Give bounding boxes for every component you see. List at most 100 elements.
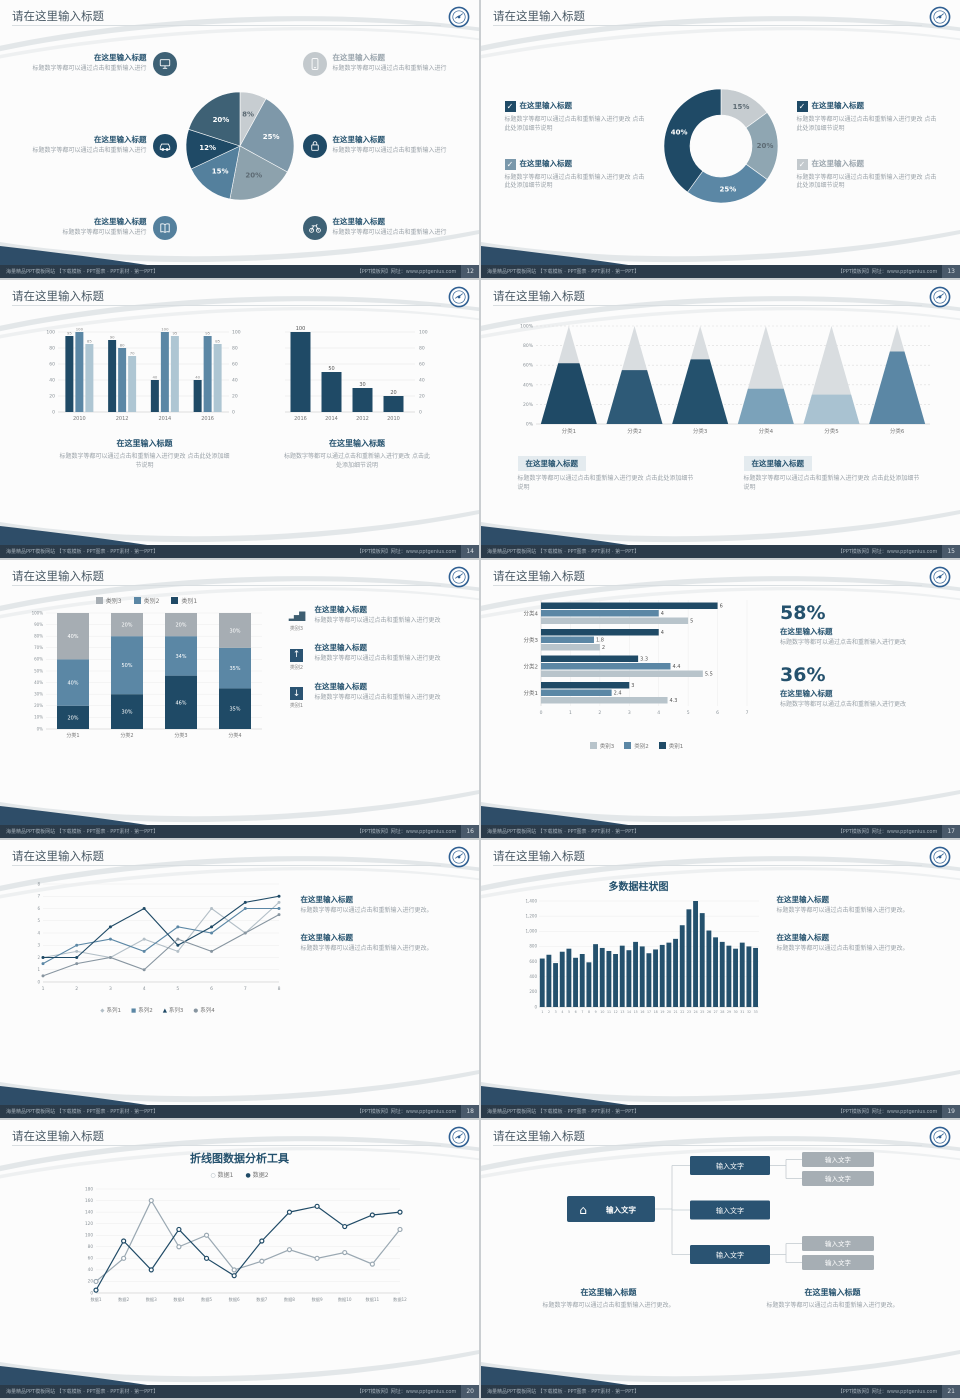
stacked-bar-chart: 0% 10% 20% 30% 40% 50% 60% 70% 80% 90% 100% 20% 40% 4…: [31, 610, 262, 739]
svg-text:分类3: 分类3: [524, 636, 539, 644]
svg-text:分类4: 分类4: [524, 609, 539, 617]
svg-text:35%: 35%: [229, 707, 240, 713]
svg-text:30: 30: [359, 382, 365, 388]
stat-block: 58% 在这里输入标题 标题数字等都可以通过点击和重新输入进行更改: [780, 602, 932, 648]
svg-text:分类4: 分类4: [758, 427, 773, 435]
svg-text:32: 32: [746, 1010, 750, 1014]
svg-text:1: 1: [41, 986, 44, 992]
item-title: 在这里输入标题: [780, 688, 833, 698]
footer-site-text: 海量精品PPT模板网站 【下载模板 · PPT图表 · PPT素材 · 第一PP…: [6, 1389, 159, 1395]
svg-text:20%: 20%: [175, 623, 186, 629]
svg-text:7: 7: [581, 1010, 583, 1014]
school-seal-logo: [448, 846, 470, 868]
legend-item: 类别3: [95, 596, 122, 605]
svg-text:40: 40: [232, 378, 238, 384]
school-seal-logo: [448, 286, 470, 308]
item-text: 标题数字等都可以通过点击和重新输入进行更改: [780, 700, 907, 708]
svg-text:100%: 100%: [31, 610, 43, 615]
slide-page-20[interactable]: 请在这里输入标题 折线图数据分析工具 ○ 数据1 ● 数据2 0 20 40 60 80 10…: [0, 1120, 479, 1398]
svg-text:18: 18: [653, 1010, 657, 1014]
slide-page-16[interactable]: 请在这里输入标题 类别3 类别2 类别1 0% 10% 20% 30% 40% 50% 60…: [0, 560, 479, 838]
svg-text:24: 24: [693, 1010, 697, 1014]
horizontal-bar-chart: 0 1 2 3 4 5 6 7分类4645分类341.82分类23.34.45.5分类132.…: [524, 600, 749, 716]
item-text: 标题数字等都可以通过点击和重新输入进行更改: [314, 617, 441, 624]
item-text: 标题数字等都可以通过点击和重新输入进行更改: [314, 693, 441, 701]
slide-page-15[interactable]: 请在这里输入标题 0% 20% 40% 60% 80% 100% 分类1 分类2 分类3 分类4 分…: [481, 280, 960, 558]
feature-item: 在这里输入标题 标题数字等都可以通过点击和重新输入进行: [25, 133, 177, 158]
svg-text:8: 8: [37, 881, 40, 886]
slide-footer: 海量精品PPT模板网站 【下载模板 · PPT图表 · PPT素材 · 第一PP…: [481, 825, 960, 838]
block-title: 在这里输入标题: [329, 439, 385, 448]
svg-text:4: 4: [142, 986, 145, 992]
slide-footer: 海量精品PPT模板网站 【下载模板 · PPT图表 · PPT素材 · 第一PP…: [481, 1385, 960, 1398]
icon-label: 类别1: [289, 703, 304, 709]
svg-text:19: 19: [660, 1010, 664, 1014]
svg-text:0: 0: [90, 1290, 93, 1295]
svg-text:数据5: 数据5: [201, 1296, 212, 1303]
slide-title: 请在这里输入标题: [12, 1129, 104, 1143]
school-seal-logo: [448, 6, 470, 28]
footer-url-text: 【PPT模板网】网址：www.pptgenius.com: [837, 1109, 938, 1115]
footer-url-text: 【PPT模板网】网址：www.pptgenius.com: [837, 829, 938, 835]
svg-text:输入文字: 输入文字: [825, 1258, 852, 1267]
legend-swatch: [133, 597, 141, 604]
line-chart: 0 20 40 60 80 100 120 140 160 180 数据1 数据2 数据3 数据4 数据5 数…: [85, 1186, 407, 1303]
legend-marker: ◆: [100, 1008, 105, 1014]
svg-text:分类3: 分类3: [174, 732, 187, 739]
page-number: 18: [461, 1105, 479, 1118]
slide-page-12[interactable]: 请在这里输入标题 在这里输入标题 标题数字等都可以通过点击和重新输入进行 在这里输…: [0, 0, 479, 278]
legend-swatch: [624, 742, 632, 749]
svg-text:50%: 50%: [34, 668, 43, 673]
slide-title: 请在这里输入标题: [12, 849, 104, 863]
slide-page-19[interactable]: 请在这里输入标题 多数据柱状图 0 200 400 600 800 1,000 1,200 1…: [481, 840, 960, 1118]
chart-block: 0 20 40 60 80 100 100 2016 50 2014 30 2012 20 2010 在这…: [277, 320, 437, 543]
svg-text:6: 6: [37, 906, 40, 911]
slide-page-13[interactable]: 请在这里输入标题 ✓ 在这里输入标题 标题数字等都可以通过点击和重新输入进行更改 点…: [481, 0, 960, 278]
svg-text:5: 5: [37, 918, 40, 923]
svg-text:分类4: 分类4: [228, 732, 241, 739]
bar-chart: 0 20 40 60 80 100 100 2016 50 2014 30 2012 20 2010: [285, 326, 428, 422]
svg-text:0%: 0%: [525, 422, 533, 428]
slide-page-17[interactable]: 请在这里输入标题 0 1 2 3 4 5 6 7 分类4 6 4 5 分类3 4 1.8 2 分类2 3.3 4.4…: [481, 560, 960, 838]
svg-text:30%: 30%: [229, 628, 240, 634]
school-seal-logo: [929, 566, 951, 588]
block-title: 在这里输入标题: [580, 1288, 637, 1297]
slide-page-14[interactable]: 请在这里输入标题 0 0 20 20 40 40 60 60 80 80 100 100 2010 95 1…: [0, 280, 479, 558]
page-number: 19: [942, 1105, 960, 1118]
page-number: 14: [461, 545, 479, 558]
bike-icon: [302, 215, 327, 240]
chart-legend: 类别3 类别2 类别1: [22, 596, 272, 605]
svg-text:2016: 2016: [294, 416, 307, 422]
svg-text:1,000: 1,000: [525, 929, 537, 934]
svg-text:5: 5: [176, 986, 179, 992]
slide-title: 请在这里输入标题: [12, 569, 104, 583]
svg-text:4.3: 4.3: [670, 698, 678, 704]
svg-text:20%: 20%: [245, 171, 262, 179]
svg-text:20: 20: [666, 1010, 670, 1014]
svg-text:80: 80: [419, 346, 425, 352]
svg-text:200: 200: [529, 989, 537, 994]
svg-text:15%: 15%: [732, 102, 749, 110]
slide-page-21[interactable]: 请在这里输入标题 ⌂ 输入文字 输入文字 输入文字 输入文字 输入文字 输入文字 输入文字 输入…: [481, 1120, 960, 1398]
svg-text:100: 100: [419, 330, 428, 336]
svg-text:2012: 2012: [116, 416, 129, 422]
svg-text:28: 28: [720, 1010, 724, 1014]
svg-text:800: 800: [529, 944, 537, 949]
chart-block: 0 0 20 20 40 40 60 60 80 80 100 100 2010 95 100 85 2012 9…: [42, 320, 247, 543]
block-title: 在这里输入标题: [776, 932, 830, 942]
svg-text:分类1: 分类1: [561, 427, 576, 435]
svg-text:600: 600: [529, 959, 537, 964]
page-number: 20: [461, 1385, 479, 1398]
svg-text:数据7: 数据7: [256, 1296, 267, 1303]
svg-text:31: 31: [740, 1010, 744, 1014]
svg-text:20: 20: [419, 394, 425, 400]
svg-text:80%: 80%: [34, 634, 43, 639]
svg-text:分类3: 分类3: [692, 427, 707, 435]
block-text: 标题数字等都可以通过点击和重新输入进行更改。: [766, 1302, 899, 1309]
slide-title: 请在这里输入标题: [493, 569, 585, 583]
feature-item: ↓ 类别1 在这里输入标题 标题数字等都可以通过点击和重新输入进行更改: [286, 681, 458, 710]
svg-text:12: 12: [613, 1010, 617, 1014]
svg-text:7: 7: [243, 986, 246, 992]
svg-text:0: 0: [419, 410, 422, 416]
